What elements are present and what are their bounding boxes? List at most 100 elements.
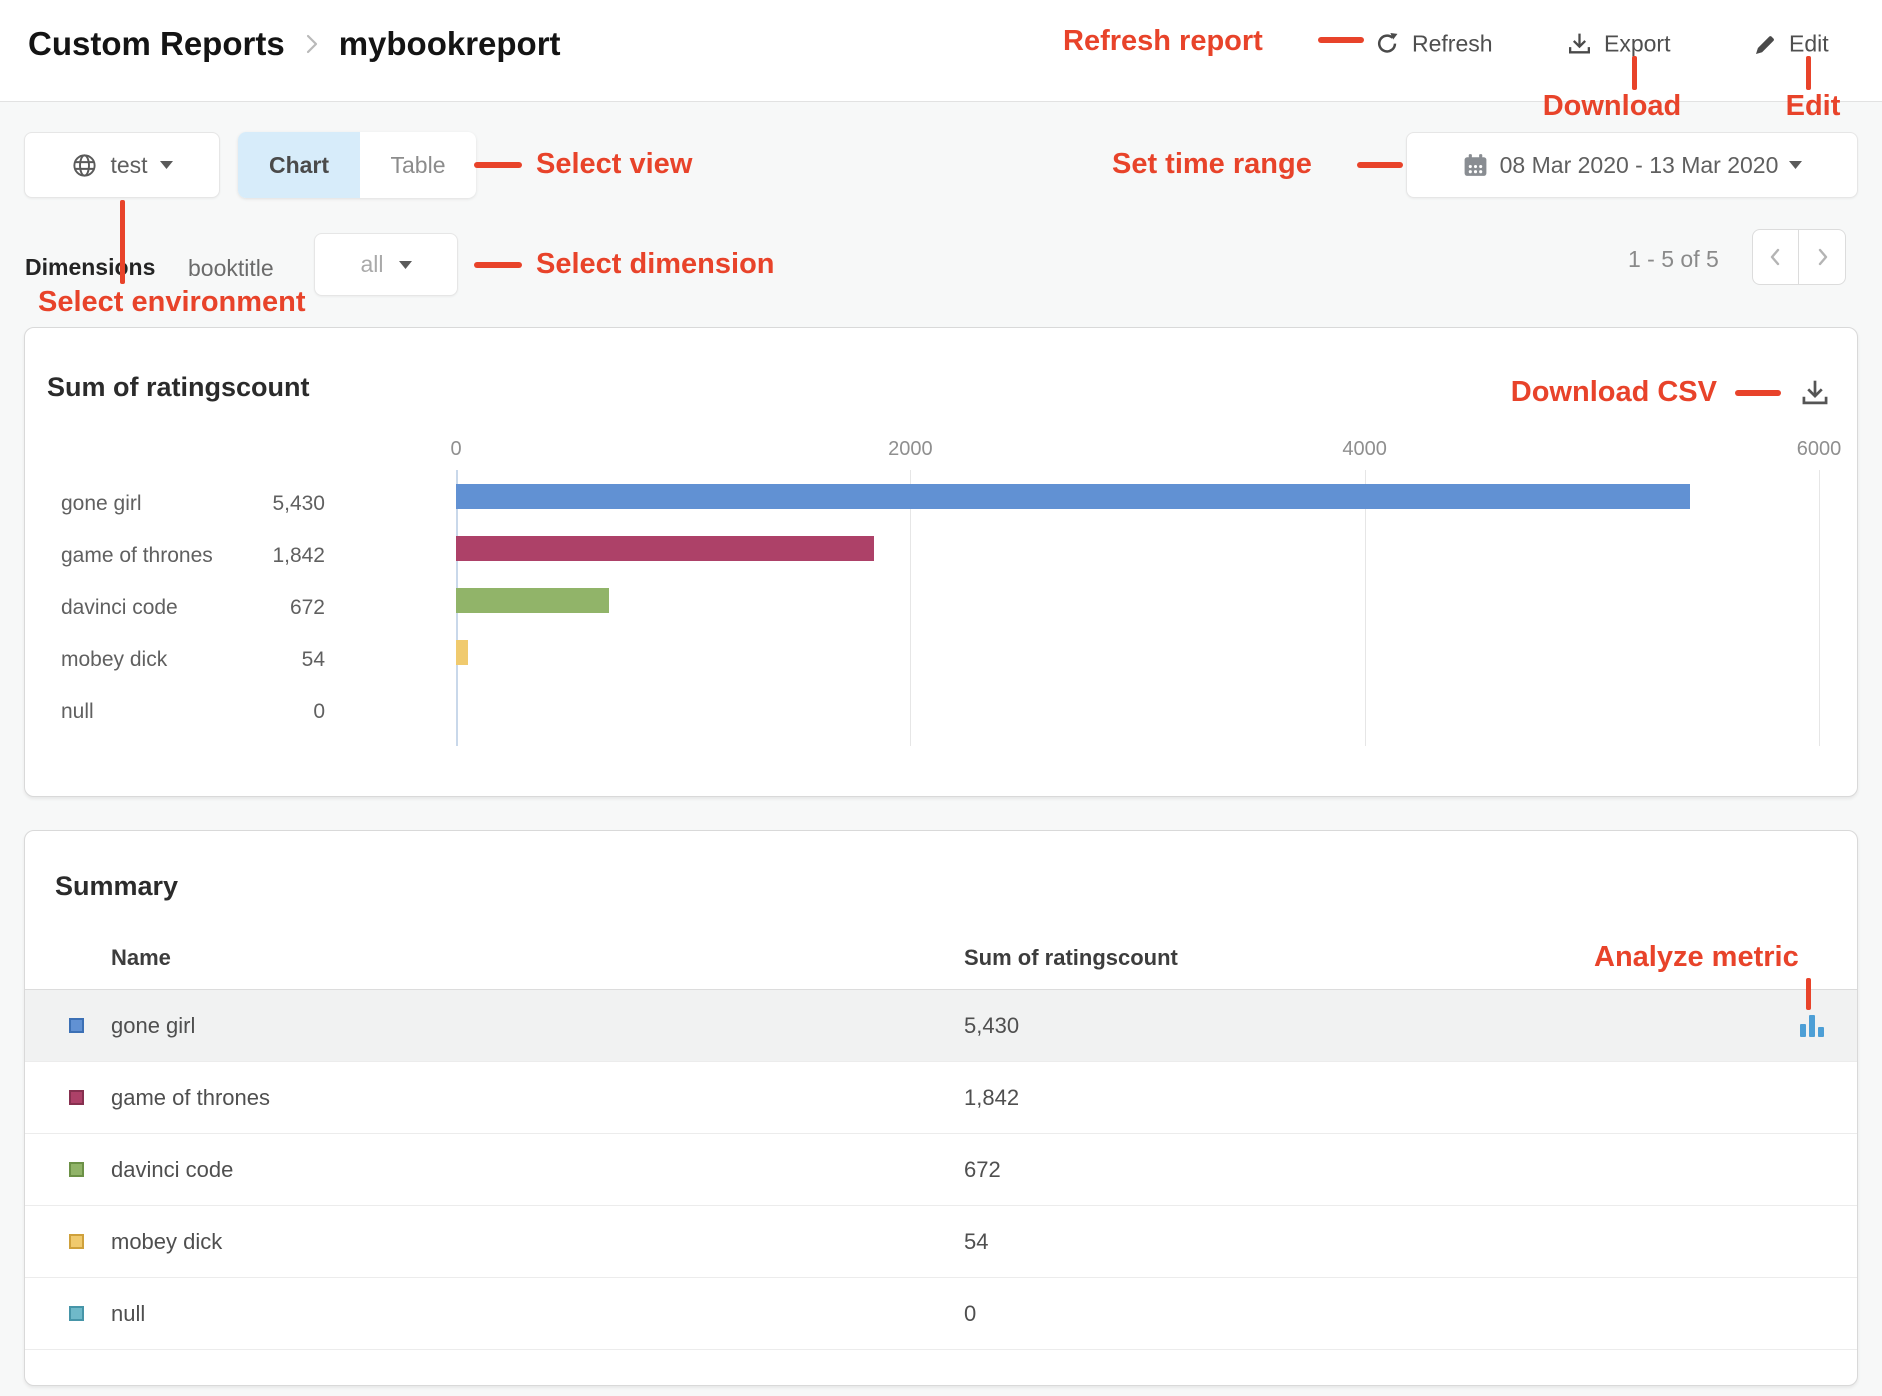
chevron-down-icon [398,260,412,269]
chart-bar-row [456,470,1819,522]
edit-label: Edit [1789,30,1829,57]
chart-category-label: mobey dick [61,648,168,671]
tab-table[interactable]: Table [390,151,446,178]
chart-bar-row [456,574,1819,626]
summary-title: Summary [55,871,179,901]
annotation-line [1806,978,1811,1010]
row-value: 672 [964,1157,1001,1182]
analyze-metric-icon[interactable] [1797,1010,1827,1045]
gridline [910,470,912,746]
chart-bar-row [456,678,1819,730]
annotation-dash [474,262,522,268]
legend-swatch [69,1018,84,1033]
x-tick-label: 2000 [888,438,933,460]
download-icon [1802,380,1828,404]
chart-category-label: davinci code [61,596,178,619]
row-name: gone girl [111,1013,196,1038]
previous-page-button[interactable] [1753,230,1799,284]
legend-swatch [69,1306,84,1321]
dimensions-label: Dimensions [25,254,156,280]
table-row[interactable]: game of thrones 1,842 [25,1062,1857,1134]
table-row[interactable]: mobey dick 54 [25,1206,1857,1278]
pencil-icon [1752,31,1778,57]
export-label: Export [1604,30,1671,57]
annotation-analyze-metric: Analyze metric [1594,941,1799,973]
annotation-set-time-range: Set time range [1112,148,1312,180]
chart-value-label: 672 [289,596,325,619]
chart-category-label: game of thrones [61,544,213,567]
chart-bar-row [456,626,1819,678]
chart-value-label: 54 [301,648,325,671]
table-row[interactable]: null 0 [25,1278,1857,1350]
column-header-name: Name [111,945,171,970]
row-name: null [111,1301,146,1326]
chart-bar-row [456,522,1819,574]
legend-swatch [69,1090,84,1105]
annotation-select-environment: Select environment [38,286,306,318]
chart-bar [456,639,469,665]
row-value: 5,430 [964,1013,1020,1038]
pagination-controls [1752,229,1846,285]
chart-label-column: gone girl game of thrones davinci code mobe… [61,478,241,738]
tab-chart[interactable]: Chart [238,132,360,198]
chevron-down-icon [159,161,173,169]
chevron-right-icon [301,31,323,57]
x-tick-label: 6000 [1796,438,1842,460]
pagination-status: 1 - 5 of 5 [1628,246,1719,272]
header: Custom Reports mybookreport Refresh Expo… [0,0,1882,102]
breadcrumb-current: mybookreport [338,25,561,62]
date-range-selector[interactable]: 08 Mar 2020 - 13 Mar 2020 [1406,132,1858,198]
view-toggle: Chart Table [238,132,476,198]
download-csv-button[interactable] [1799,377,1831,409]
row-value: 0 [964,1301,977,1326]
annotation-select-view: Select view [536,148,693,180]
x-tick-label: 0 [450,438,462,460]
row-name: davinci code [111,1157,234,1182]
chart-value-label: 1,842 [272,544,325,567]
calendar-icon [1462,152,1489,179]
annotation-download-csv: Download CSV [1510,376,1717,408]
chart-value-column: 5,430 1,842 672 54 0 [225,478,325,738]
globe-icon [71,152,98,179]
annotation-dash [1357,162,1403,168]
chart-bar [456,535,875,561]
dimension-name: booktitle [188,255,274,281]
table-row[interactable]: davinci code 672 [25,1134,1857,1206]
edit-button[interactable]: Edit [1752,31,1829,58]
download-icon [1566,31,1593,58]
export-button[interactable]: Export [1566,31,1670,58]
dimension-value-selector[interactable]: all [314,233,458,296]
refresh-button[interactable]: Refresh [1374,31,1493,58]
row-name: game of thrones [111,1085,270,1110]
environment-selector[interactable]: test [24,132,220,198]
legend-swatch [69,1162,84,1177]
environment-value: test [110,151,148,178]
row-value: 1,842 [964,1085,1020,1110]
chart-bar [456,587,609,613]
annotation-dash [1318,37,1364,43]
annotation-refresh-report: Refresh report [1063,25,1263,57]
table-row[interactable]: gone girl 5,430 [25,990,1857,1062]
annotation-line [1632,56,1637,90]
chart-bar [456,483,1690,509]
chart-category-label: null [61,700,94,723]
annotation-edit: Edit [1785,90,1841,122]
annotation-select-dimension: Select dimension [536,248,775,280]
chart-card: Sum of ratingscount Download CSV 0 2000 40… [24,327,1858,797]
column-header-value: Sum of ratingscount [964,945,1178,970]
chart-value-label: 5,430 [272,492,325,515]
dimension-value: all [360,251,384,277]
x-tick-label: 4000 [1342,438,1387,460]
date-range-value: 08 Mar 2020 - 13 Mar 2020 [1499,151,1779,178]
row-name: mobey dick [111,1229,223,1254]
refresh-label: Refresh [1412,30,1493,57]
breadcrumb-root[interactable]: Custom Reports [28,25,285,62]
chart-value-label: 0 [313,700,325,723]
chart-title: Sum of ratingscount [47,372,310,402]
annotation-line [120,200,125,284]
next-page-button[interactable] [1799,230,1845,284]
summary-rows: gone girl 5,430 game of thrones 1,842 davinc… [25,989,1857,1350]
row-value: 54 [964,1229,989,1254]
chart-plot [456,470,1820,746]
summary-card: Summary Name Sum of ratingscount gone gi… [24,830,1858,1386]
